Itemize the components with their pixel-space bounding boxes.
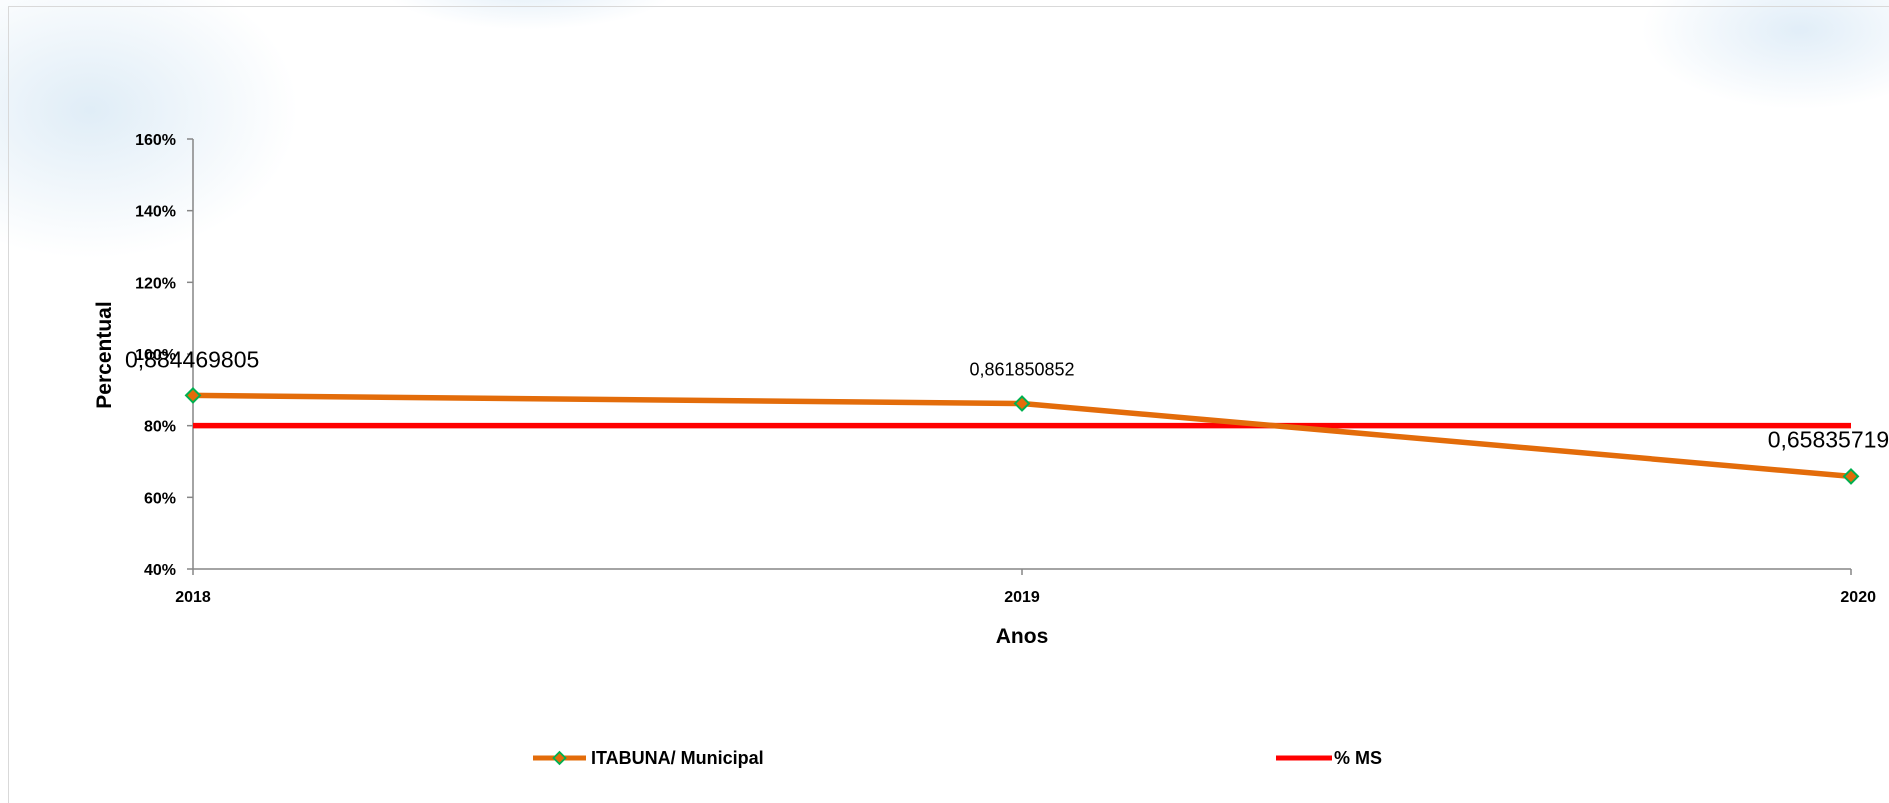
series-layer [184, 386, 1860, 485]
data-label: 0,658357194 [1768, 426, 1889, 452]
data-point-marker [1013, 395, 1031, 412]
y-tick-label: 60% [144, 490, 176, 507]
legend-item-itabuna: ITABUNA/ Municipal [533, 748, 764, 768]
y-axis: 40% 60% 80% 100% 120% 140% 160% [135, 132, 194, 579]
y-tick-label: 120% [135, 275, 176, 292]
x-axis: 2018 2019 2020 [175, 568, 1876, 606]
data-point-marker [1842, 468, 1860, 485]
x-tick-label: 2019 [1004, 589, 1040, 606]
chart-frame [8, 6, 1889, 803]
y-tick-label: 140% [135, 204, 176, 221]
y-tick-label: 160% [135, 132, 176, 149]
y-tick-label: 100% [135, 347, 176, 364]
y-tick-label: 40% [144, 562, 176, 579]
data-label: 0,861850852 [969, 360, 1074, 380]
x-tick-label: 2020 [1840, 589, 1876, 606]
y-tick-label: 80% [144, 419, 176, 436]
x-tick-label: 2018 [175, 589, 211, 606]
legend: ITABUNA/ Municipal % MS [533, 748, 1382, 768]
y-axis-title: Percentual [93, 301, 116, 408]
data-label: 0,884469805 [125, 346, 259, 372]
legend-label-ms: % MS [1334, 748, 1382, 768]
data-point-marker [184, 386, 202, 404]
data-labels: 0,884469805 0,861850852 0,658357194 [125, 346, 1889, 452]
x-axis-title: Anos [996, 625, 1049, 648]
legend-label-itabuna: ITABUNA/ Municipal [591, 748, 764, 768]
legend-item-ms: % MS [1276, 748, 1382, 768]
legend-diamond-icon [552, 750, 567, 766]
